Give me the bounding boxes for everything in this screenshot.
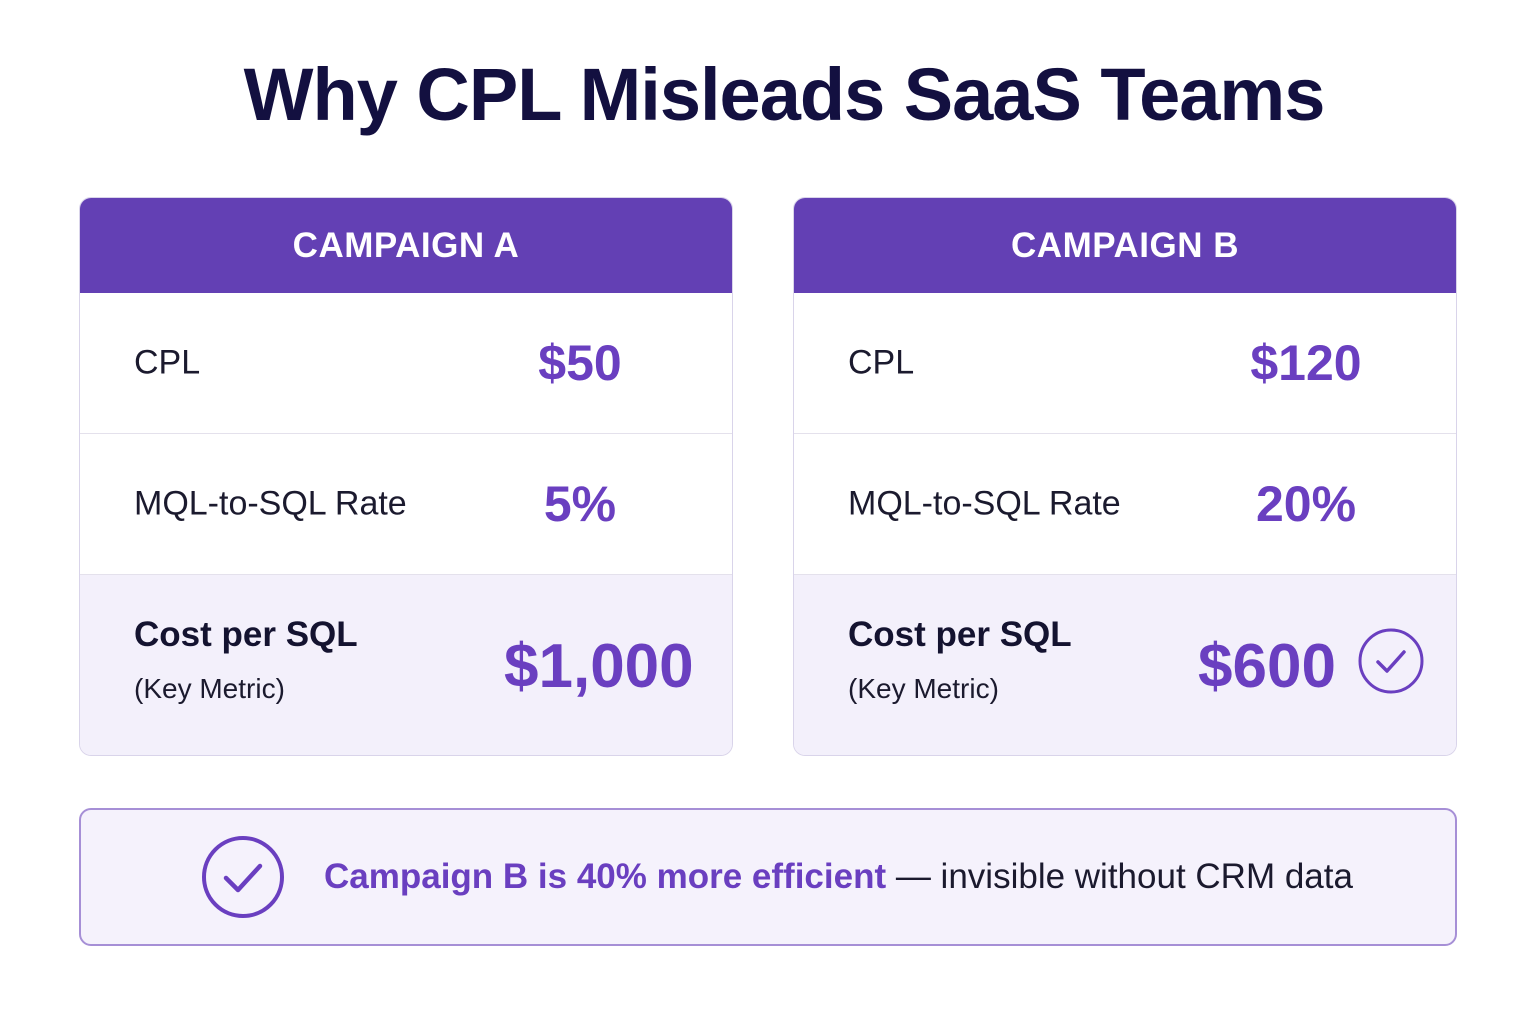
campaign-b-key-row: Cost per SQL (Key Metric) $600 (794, 575, 1456, 755)
rate-value: 5% (543, 476, 617, 532)
rate-label: MQL-to-SQL Rate (848, 484, 1121, 523)
cpl-value: $120 (1250, 335, 1362, 391)
campaign-a-cpl-row: CPL $50 (80, 293, 732, 434)
key-metric-label: Cost per SQL (134, 615, 358, 654)
campaign-b-header: CAMPAIGN B (794, 198, 1456, 293)
key-metric-value: $600 (1198, 632, 1336, 701)
campaign-a-rate-row: MQL-to-SQL Rate 5% (80, 434, 732, 575)
campaign-b-card: CAMPAIGN B CPL $120 MQL-to-SQL Rate 20% … (793, 197, 1457, 756)
campaign-a-key-row: Cost per SQL (Key Metric) $1,000 (80, 575, 732, 755)
key-metric-sub: (Key Metric) (848, 673, 999, 704)
key-metric-sub: (Key Metric) (134, 673, 285, 704)
summary-banner: Campaign B is 40% more efficient — invis… (79, 808, 1457, 946)
cpl-value: $50 (538, 335, 622, 391)
key-metric-label: Cost per SQL (848, 615, 1072, 654)
banner-text: Campaign B is 40% more efficient — invis… (324, 857, 1353, 897)
banner-rest: — invisible without CRM data (886, 857, 1353, 896)
campaign-b-cpl-row: CPL $120 (794, 293, 1456, 434)
campaign-a-header: CAMPAIGN A (80, 198, 732, 293)
rate-label: MQL-to-SQL Rate (134, 484, 407, 523)
page-title: Why CPL Misleads SaaS Teams (243, 53, 1326, 136)
rate-value: 20% (1255, 476, 1357, 532)
campaign-b-rate-row: MQL-to-SQL Rate 20% (794, 434, 1456, 575)
campaign-a-card: CAMPAIGN A CPL $50 MQL-to-SQL Rate 5% Co… (79, 197, 733, 756)
banner-highlight: Campaign B is 40% more efficient (324, 857, 887, 896)
check-circle-icon (1358, 628, 1424, 694)
check-circle-icon (202, 836, 284, 918)
cpl-label: CPL (848, 343, 915, 382)
cpl-label: CPL (134, 343, 201, 382)
key-metric-value: $1,000 (504, 632, 694, 701)
